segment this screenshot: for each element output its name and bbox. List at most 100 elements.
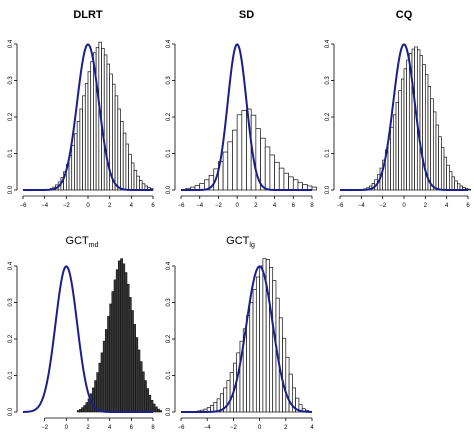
x-axis: −6 −4 −2 0 2 4 xyxy=(178,417,314,431)
density-curve xyxy=(181,43,312,191)
histogram-bar xyxy=(103,54,108,191)
x-tick-label: 0 xyxy=(402,203,406,209)
panel-title: DLRT xyxy=(73,9,103,21)
y-axis: 0.0 0.1 0.2 0.3 0.4 xyxy=(166,261,176,416)
histogram-bar xyxy=(82,95,86,191)
y-tick-label: 0.0 xyxy=(166,407,172,416)
x-tick-label: −6 xyxy=(178,425,186,431)
histogram-bar xyxy=(241,110,247,191)
histogram-bar xyxy=(81,407,84,413)
histogram-bar xyxy=(150,400,154,413)
y-tick-label: 0.4 xyxy=(8,261,14,270)
histogram-bar xyxy=(278,167,285,191)
histogram-bar xyxy=(71,145,75,191)
x-tick-label: 6 xyxy=(466,203,470,209)
histogram-bar xyxy=(398,90,402,191)
histogram-bar xyxy=(76,410,80,413)
x-tick-label: 0 xyxy=(235,203,239,209)
histogram-bar xyxy=(133,169,138,191)
y-tick-label: 0.4 xyxy=(166,39,172,48)
x-tick-label: 6 xyxy=(292,203,296,209)
histogram-bar xyxy=(157,408,160,413)
y-axis: 0.0 0.1 0.2 0.3 0.4 xyxy=(166,39,176,194)
histogram-bar xyxy=(255,276,260,413)
histogram-bar xyxy=(111,291,115,413)
histogram-bar xyxy=(435,124,440,191)
y-tick-label: 0.0 xyxy=(325,185,331,194)
histogram-bar xyxy=(232,129,238,191)
histogram-bar xyxy=(285,356,290,413)
histogram-bar xyxy=(222,151,229,191)
x-tick-label: 4 xyxy=(130,203,134,209)
histogram-bar xyxy=(122,263,126,413)
x-tick-label: −4 xyxy=(41,203,49,209)
histogram-bar xyxy=(448,171,453,191)
histogram-bar xyxy=(135,337,139,413)
histogram-bar xyxy=(438,136,442,191)
histogram-bar xyxy=(113,279,117,413)
histogram-bar xyxy=(122,132,127,191)
histogram-bar xyxy=(246,315,251,413)
histogram-bar xyxy=(120,121,124,191)
histogram-bar xyxy=(403,68,408,191)
x-tick-label: 2 xyxy=(284,425,288,431)
x-tick-label: 4 xyxy=(273,203,277,209)
panel-2: SD 0.0 0.1 0.2 0.3 0.4 −6 −4 −2 0 2 4 6 8 xyxy=(166,9,318,209)
histogram-bar xyxy=(118,260,121,413)
y-tick-label: 0.3 xyxy=(166,298,172,307)
x-tick-label: 2 xyxy=(424,203,428,209)
x-tick-label: −6 xyxy=(178,203,186,209)
y-axis: 0.0 0.1 0.2 0.3 0.4 xyxy=(325,39,335,194)
histogram-bar xyxy=(252,289,257,413)
y-tick-label: 0.1 xyxy=(166,371,172,380)
panel-title: SD xyxy=(239,9,254,21)
histogram-bar xyxy=(120,258,123,413)
x-tick-label: 6 xyxy=(130,425,134,431)
y-tick-label: 0.4 xyxy=(325,39,331,48)
histogram-bar xyxy=(74,133,78,191)
histogram-bar xyxy=(92,387,95,413)
histogram-bar xyxy=(154,406,158,413)
histogram-bar xyxy=(451,176,456,191)
histogram-bar xyxy=(128,297,132,413)
histogram-bar xyxy=(446,164,450,191)
x-tick-label: 2 xyxy=(108,203,112,209)
histogram-bar xyxy=(79,409,82,413)
histogram-bar xyxy=(107,316,110,413)
x-tick-label: −4 xyxy=(204,425,212,431)
histogram-bar xyxy=(400,78,405,191)
histogram-bar xyxy=(440,147,445,191)
histogram-bar xyxy=(395,102,400,191)
histogram-bar xyxy=(98,362,102,413)
y-tick-label: 0.1 xyxy=(325,149,331,158)
histogram-bar xyxy=(264,146,271,191)
x-tick-label: 0 xyxy=(65,425,69,431)
histogram-bar xyxy=(87,71,92,191)
histogram-bar xyxy=(141,371,145,413)
y-tick-label: 0.0 xyxy=(8,185,14,194)
histogram-bar xyxy=(283,172,289,191)
x-tick-label: −2 xyxy=(230,425,238,431)
x-tick-label: 4 xyxy=(310,425,314,431)
histogram-bar xyxy=(144,380,147,413)
panel-4: GCTmd 0.0 0.1 0.2 0.3 0.4 −2 0 2 4 6 8 xyxy=(8,235,162,431)
x-axis: −6 −4 −2 0 2 4 6 8 xyxy=(178,195,314,209)
histogram-bar xyxy=(124,272,128,413)
histogram-bar xyxy=(125,143,129,191)
panel-1: DLRT 0.0 0.1 0.2 0.3 0.4 −6 −4 −2 0 2 4 6 xyxy=(8,9,155,209)
panel-5: GCTlg 0.0 0.1 0.2 0.3 0.4 −6 −4 −2 0 2 4 xyxy=(166,235,314,431)
histogram-bar xyxy=(90,61,94,191)
histogram-bar xyxy=(84,83,89,191)
histogram-bar xyxy=(406,59,410,191)
histogram-bar xyxy=(390,126,394,191)
y-tick-label: 0.4 xyxy=(166,261,172,270)
x-tick-label: 4 xyxy=(108,425,112,431)
histogram-bar xyxy=(311,186,318,191)
y-tick-label: 0.1 xyxy=(8,149,14,158)
histogram-bar xyxy=(117,108,121,191)
histogram-bar xyxy=(260,137,266,191)
y-tick-label: 0.2 xyxy=(8,334,14,343)
x-tick-label: −2 xyxy=(63,203,71,209)
y-tick-label: 0.0 xyxy=(166,185,172,194)
histogram-bar xyxy=(269,154,275,191)
